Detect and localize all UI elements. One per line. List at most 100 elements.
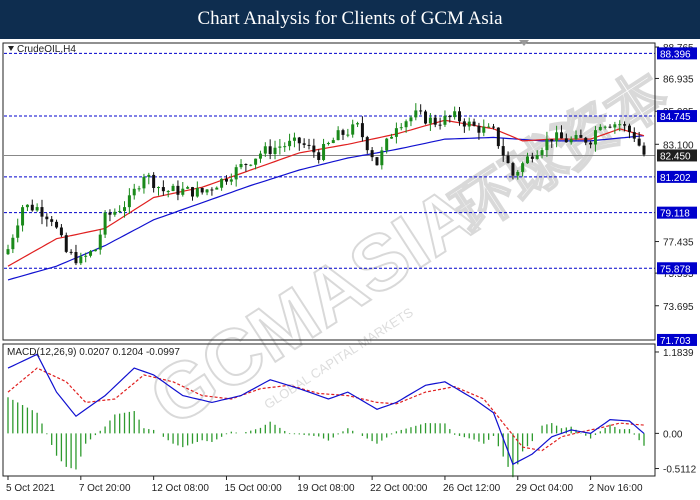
current-price-box — [657, 149, 697, 162]
candle-body — [30, 204, 34, 211]
candle-body — [161, 187, 165, 192]
candle-body — [229, 179, 233, 182]
candle-body — [263, 146, 267, 154]
candle-body — [477, 125, 481, 133]
macd-axis-label: 0.00 — [663, 429, 683, 440]
candle-body — [55, 221, 59, 228]
candle-body — [365, 137, 369, 151]
level-label-box — [657, 333, 697, 346]
candle-body — [268, 146, 272, 155]
axes: 88.76586.93585.02583.10077.43575.59573.6… — [2, 40, 697, 494]
macd-axis-label: -0.5112 — [663, 465, 697, 476]
candle-body — [326, 143, 330, 145]
candle-body — [462, 121, 466, 127]
level-label-box — [657, 170, 697, 183]
candle-body — [302, 143, 306, 145]
candle-body — [147, 174, 151, 177]
candle-body — [278, 146, 282, 148]
level-label-box — [657, 47, 697, 60]
level-label: 75.878 — [660, 264, 691, 275]
candle-body — [482, 126, 486, 133]
candle-body — [45, 216, 49, 220]
candle-body — [220, 178, 224, 188]
candle-body — [84, 255, 88, 257]
candle-body — [424, 111, 428, 124]
candle-body — [157, 187, 161, 189]
candle-body — [375, 157, 379, 166]
level-label: 79.118 — [660, 209, 690, 220]
candle-body — [200, 187, 204, 193]
candle-body — [176, 185, 180, 195]
candle-body — [487, 126, 491, 128]
candle-body — [627, 125, 631, 133]
time-axis-label: 15 Oct 00:00 — [224, 483, 282, 494]
candle-body — [589, 142, 593, 145]
level-label-box — [657, 206, 697, 219]
level-label: 88.396 — [660, 49, 691, 60]
candle-body — [414, 110, 418, 118]
candle-body — [152, 174, 156, 188]
candle-body — [433, 117, 437, 125]
candle-body — [555, 132, 559, 142]
macd-axis-label: 1.1839 — [663, 348, 694, 359]
candle-body — [108, 212, 112, 215]
candle-body — [74, 252, 78, 264]
macd-panel — [7, 353, 645, 478]
candle-body — [244, 163, 248, 165]
time-axis-label: 12 Oct 08:00 — [152, 483, 210, 494]
macd-signal-line — [7, 367, 645, 452]
candle-body — [516, 171, 520, 176]
candle-body — [288, 140, 292, 147]
page-title: Chart Analysis for Clients of GCM Asia — [197, 8, 503, 29]
candle-body — [142, 176, 146, 189]
candle-body — [380, 150, 384, 166]
candle-body — [545, 139, 549, 151]
level-label-box — [657, 262, 697, 275]
candle-body — [496, 127, 500, 147]
candle-body — [603, 126, 607, 128]
candle-body — [448, 115, 452, 118]
candle-body — [491, 126, 495, 128]
candle-body — [623, 124, 627, 126]
header-bar: Chart Analysis for Clients of GCM Asia — [0, 0, 700, 39]
time-axis-label: 19 Oct 08:00 — [297, 483, 355, 494]
candle-body — [467, 121, 471, 127]
candle-body — [69, 251, 73, 253]
time-axis-label: 29 Oct 04:00 — [516, 483, 574, 494]
candle-body — [50, 219, 54, 222]
candle-body — [642, 145, 646, 155]
candle-body — [195, 187, 199, 197]
candle-body — [64, 235, 68, 252]
candle-body — [394, 128, 398, 137]
candle-body — [181, 188, 185, 195]
time-axis-label: 26 Oct 12:00 — [443, 483, 501, 494]
candle-body — [127, 195, 131, 208]
candle-body — [404, 121, 408, 128]
candle-body — [608, 126, 612, 128]
candle-body — [11, 237, 15, 250]
candle-body — [215, 187, 219, 190]
candle-body — [59, 227, 63, 236]
candle-body — [186, 187, 190, 189]
candle-body — [224, 178, 228, 182]
candle-body — [453, 111, 457, 118]
candle-body — [25, 204, 29, 208]
candle-body — [540, 150, 544, 155]
candle-body — [190, 187, 194, 197]
candle-body — [331, 140, 335, 144]
level-label: 71.703 — [660, 336, 691, 347]
candle-body — [341, 130, 345, 135]
candle-body — [113, 211, 117, 215]
candle-body — [428, 117, 432, 124]
candle-body — [356, 123, 360, 125]
candle-body — [370, 150, 374, 158]
candle-body — [35, 207, 39, 211]
candle-body — [525, 156, 529, 164]
time-axis-label: 22 Oct 00:00 — [370, 483, 428, 494]
price-axis-label: 86.935 — [663, 74, 694, 85]
current-price-label: 82.450 — [660, 151, 691, 162]
candle-body — [346, 134, 350, 136]
